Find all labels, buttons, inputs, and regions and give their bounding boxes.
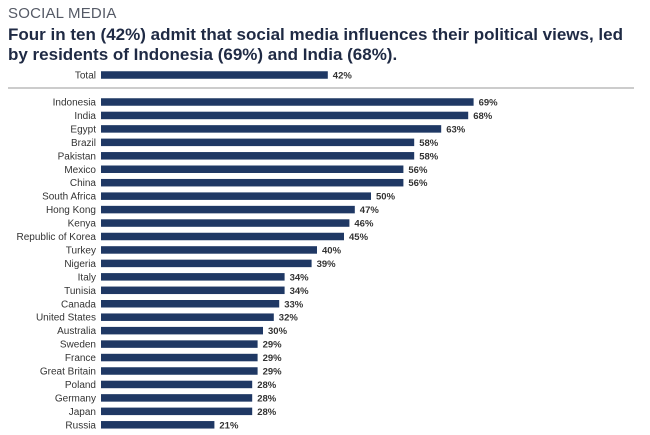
category-label-australia: Australia: [57, 326, 96, 337]
value-label-canada: 33%: [284, 299, 304, 310]
category-label-egypt: Egypt: [70, 124, 96, 135]
bar-south-africa: [101, 192, 371, 200]
value-label-china: 56%: [408, 178, 428, 189]
value-label-hong-kong: 47%: [360, 205, 380, 216]
value-label-germany: 28%: [257, 393, 277, 404]
category-label-south-africa: South Africa: [42, 192, 96, 203]
category-label-pakistan: Pakistan: [58, 151, 96, 162]
value-label-australia: 30%: [268, 326, 288, 337]
bar-australia: [101, 326, 263, 335]
value-label-brazil: 58%: [419, 138, 439, 149]
bar-turkey: [101, 246, 317, 254]
bar-germany: [101, 394, 253, 402]
category-label-nigeria: Nigeria: [64, 259, 96, 270]
bar-pakistan: [101, 152, 415, 160]
value-label-india: 68%: [473, 111, 493, 122]
value-label-poland: 28%: [257, 380, 277, 391]
value-label-sweden: 29%: [263, 340, 283, 351]
value-label-united-states: 32%: [279, 313, 299, 324]
bar-canada: [101, 300, 280, 308]
chart-headline: Four in ten (42%) admit that social medi…: [8, 25, 623, 64]
category-label-sweden: Sweden: [60, 340, 96, 351]
bar-indonesia: [101, 98, 474, 106]
bar-china: [101, 178, 404, 187]
bar-great-britain: [101, 367, 258, 375]
category-label-poland: Poland: [65, 380, 96, 391]
category-label-mexico: Mexico: [64, 165, 96, 176]
value-label-tunisia: 34%: [290, 286, 310, 297]
value-label-pakistan: 58%: [419, 151, 439, 162]
category-label-indonesia: Indonesia: [53, 98, 97, 109]
category-label-canada: Canada: [61, 299, 96, 310]
category-label-india: India: [74, 111, 96, 122]
category-label-total: Total: [75, 71, 96, 82]
bar-italy: [101, 273, 285, 281]
category-label-great-britain: Great Britain: [40, 367, 96, 378]
category-label-germany: Germany: [55, 393, 96, 404]
bar-india: [101, 111, 469, 120]
bar-united-states: [101, 313, 274, 321]
value-label-great-britain: 29%: [263, 367, 283, 378]
category-label-china: China: [70, 178, 97, 189]
value-label-russia: 21%: [219, 420, 239, 431]
value-label-mexico: 56%: [408, 165, 428, 176]
category-label-brazil: Brazil: [71, 138, 96, 149]
value-label-japan: 28%: [257, 407, 277, 418]
bar-nigeria: [101, 259, 312, 268]
category-label-turkey: Turkey: [66, 245, 96, 256]
bar-mexico: [101, 165, 404, 173]
value-label-kenya: 46%: [354, 219, 374, 230]
bar-russia: [101, 421, 215, 429]
bar-egypt: [101, 125, 442, 133]
section-label: SOCIAL MEDIA: [8, 5, 117, 22]
value-label-egypt: 63%: [446, 124, 466, 135]
bar-kenya: [101, 219, 350, 227]
bar-poland: [101, 380, 253, 389]
category-label-france: France: [65, 353, 97, 364]
value-label-indonesia: 69%: [479, 98, 499, 109]
category-label-italy: Italy: [78, 272, 96, 283]
category-label-kenya: Kenya: [68, 219, 97, 230]
bar-japan: [101, 407, 253, 416]
category-label-republic-of-korea: Republic of Korea: [17, 232, 97, 243]
bar-hong-kong: [101, 205, 355, 214]
bar-tunisia: [101, 286, 285, 295]
bar-france: [101, 353, 258, 362]
bar-sweden: [101, 340, 258, 348]
category-label-japan: Japan: [69, 407, 96, 418]
bar-republic-of-korea: [101, 232, 344, 241]
category-label-hong-kong: Hong Kong: [46, 205, 96, 216]
value-label-south-africa: 50%: [376, 192, 396, 203]
value-label-republic-of-korea: 45%: [349, 232, 369, 243]
bar-brazil: [101, 138, 415, 147]
value-label-turkey: 40%: [322, 245, 342, 256]
category-label-united-states: United States: [36, 313, 96, 324]
category-label-tunisia: Tunisia: [64, 286, 96, 297]
category-label-russia: Russia: [65, 420, 96, 431]
value-label-total: 42%: [333, 71, 353, 82]
value-label-france: 29%: [263, 353, 283, 364]
value-label-nigeria: 39%: [317, 259, 337, 270]
bar-total: [101, 71, 328, 79]
value-label-italy: 34%: [290, 272, 310, 283]
